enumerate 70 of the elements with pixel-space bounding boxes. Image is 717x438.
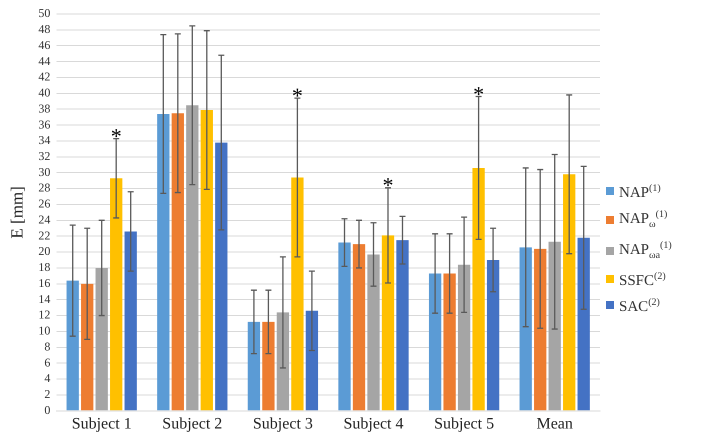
y-tick-label: 12 (38, 308, 50, 322)
bar (96, 268, 108, 410)
bar (443, 274, 456, 410)
y-tick-label: 30 (38, 164, 50, 179)
bar (66, 280, 79, 410)
x-tick-label: Mean (536, 416, 573, 433)
bar (520, 247, 532, 410)
bar (367, 254, 380, 410)
bar (428, 274, 442, 410)
x-tick-label: Subject 3 (252, 416, 313, 433)
y-tick-label: 50 (38, 6, 50, 20)
legend-label: SAC$^{(2)}$ (619, 296, 660, 317)
bar (382, 235, 394, 410)
bar (81, 284, 94, 410)
bar (276, 312, 290, 410)
y-tick-label: 20 (38, 244, 50, 258)
bar (262, 322, 275, 410)
y-tick-label: 32 (38, 149, 50, 164)
legend-label: NAP$^{(1)}$ (619, 182, 661, 203)
bar (458, 264, 470, 410)
x-tick-label: Subject 4 (344, 416, 404, 433)
x-tick-label: Subject 1 (72, 416, 132, 433)
y-tick-label: 0 (44, 402, 50, 417)
bar (548, 242, 561, 410)
bar (472, 168, 485, 410)
bar (186, 105, 198, 410)
legend-label: SSFC$^{(2)}$ (619, 270, 666, 291)
bar (157, 114, 170, 410)
bar (396, 240, 409, 410)
bar (338, 242, 351, 410)
y-tick-label: 40 (38, 86, 50, 100)
y-tick-label: 28 (38, 180, 50, 195)
data-label: * (473, 81, 484, 106)
x-tick-label: Subject 2 (162, 416, 222, 433)
y-tick-label: 44 (38, 54, 50, 68)
bar (352, 244, 366, 410)
y-tick-label: 46 (38, 38, 50, 52)
bar (486, 260, 500, 410)
y-tick-label: 8 (44, 339, 50, 354)
data-label: * (382, 172, 394, 198)
bar (124, 231, 137, 410)
data-label: * (110, 123, 122, 148)
y-tick-label: 34 (38, 133, 50, 148)
y-tick-label: 36 (38, 117, 50, 132)
y-tick-label: 42 (38, 70, 50, 84)
bar (215, 142, 228, 410)
y-tick-label: 38 (38, 101, 50, 116)
bar (291, 177, 304, 410)
bar (306, 310, 318, 410)
y-tick-label: 48 (38, 22, 50, 36)
bar (110, 178, 122, 410)
y-tick-label: 14 (38, 292, 50, 306)
y-tick-label: 4 (44, 371, 50, 386)
bar (200, 110, 213, 410)
y-tick-label: 6 (44, 355, 50, 370)
x-tick-label: Subject 5 (434, 416, 494, 433)
y-tick-label: 22 (38, 228, 50, 242)
y-tick-label: 24 (38, 212, 50, 226)
y-tick-label: 16 (38, 276, 50, 290)
y-tick-label: 10 (38, 324, 50, 338)
bar (578, 238, 590, 410)
bar (563, 174, 576, 410)
y-tick-label: 26 (38, 196, 50, 211)
y-tick-label: 18 (38, 260, 50, 274)
bar (534, 248, 546, 410)
y-axis-title: E [mm] (8, 186, 27, 239)
bar (172, 113, 184, 410)
data-label: * (292, 82, 303, 108)
bar (248, 322, 260, 410)
y-tick-label: 2 (44, 387, 50, 402)
